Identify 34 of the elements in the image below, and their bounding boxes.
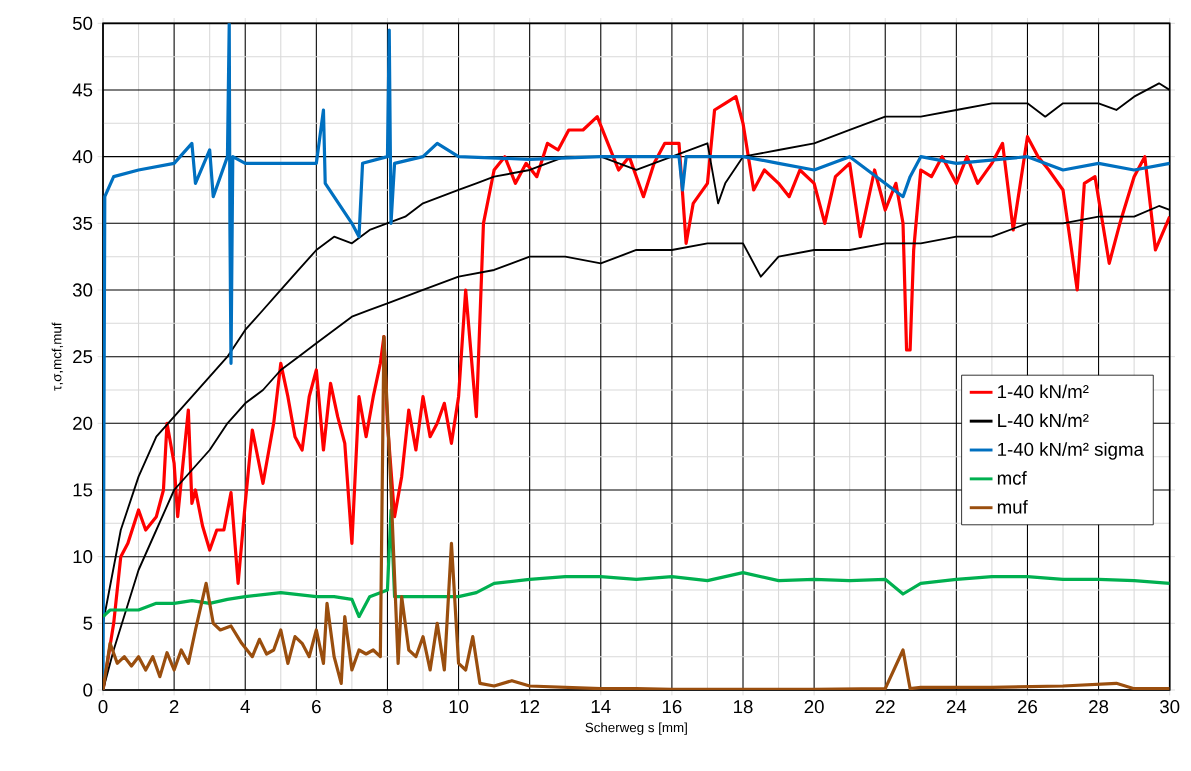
x-tick-label: 18 <box>734 700 753 714</box>
legend-label: L-40 kN/m² <box>998 413 1089 428</box>
x-tick-label: 4 <box>240 700 250 713</box>
y-tick-label: 10 <box>73 550 93 564</box>
x-tick-label: 2 <box>169 700 179 714</box>
x-tick-label: 28 <box>1089 700 1109 714</box>
y-tick-label: 40 <box>72 150 93 164</box>
y-tick-label: 20 <box>73 416 93 430</box>
x-tick-label: 6 <box>312 700 321 714</box>
x-axis-title: Scherweg s [mm] <box>585 722 687 735</box>
x-tick-label: 0 <box>98 700 108 714</box>
x-tick-label: 22 <box>875 700 895 714</box>
y-tick-label: 50 <box>72 16 93 30</box>
x-tick-label: 26 <box>1018 700 1038 714</box>
x-tick-label: 30 <box>1160 700 1180 714</box>
legend-label: mcf <box>997 471 1027 485</box>
x-tick-label: 14 <box>591 700 611 713</box>
x-tick-label: 8 <box>383 700 392 714</box>
y-tick-label: 5 <box>83 616 93 630</box>
legend-label: muf <box>997 499 1028 514</box>
x-tick-label: 16 <box>662 700 682 714</box>
y-axis-title: τ,σ,mcf,muf <box>51 322 64 391</box>
legend-label: 1-40 kN/m² sigma <box>998 442 1144 460</box>
y-tick-label: 45 <box>72 83 93 97</box>
y-tick-label: 0 <box>83 683 93 697</box>
y-tick-label: 35 <box>72 216 93 230</box>
legend-label: 1-40 kN/m² <box>998 384 1089 399</box>
x-tick-label: 20 <box>804 700 824 714</box>
y-tick-label: 15 <box>73 483 93 497</box>
x-tick-label: 12 <box>520 700 540 714</box>
y-tick-label: 25 <box>73 350 93 364</box>
y-tick-label: 30 <box>72 283 93 297</box>
x-tick-label: 10 <box>449 700 469 714</box>
x-tick-label: 24 <box>946 700 967 714</box>
